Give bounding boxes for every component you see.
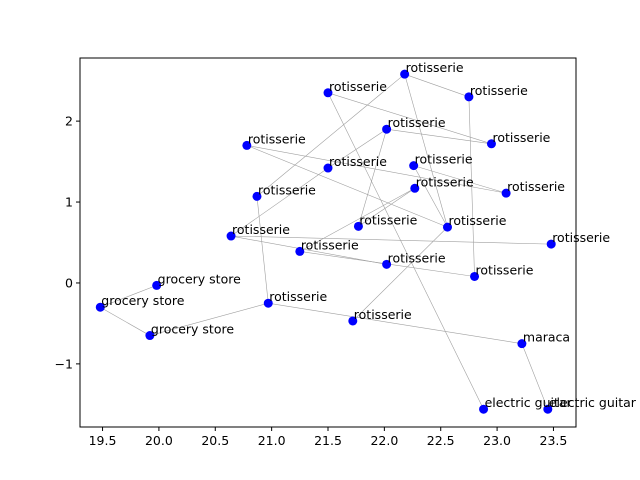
graph-edge <box>413 165 507 194</box>
point-label: rotisserie <box>552 230 610 245</box>
data-point <box>501 188 511 198</box>
data-point <box>295 246 305 256</box>
data-point <box>252 191 262 201</box>
graph-edge <box>246 145 448 228</box>
y-tick-label: 0 <box>65 275 73 290</box>
graph-edge <box>358 129 387 227</box>
graph-edge <box>327 128 387 169</box>
data-point <box>382 124 392 134</box>
data-point <box>464 92 474 102</box>
graph-edge <box>231 235 552 245</box>
data-point <box>543 404 553 414</box>
data-point <box>145 331 155 341</box>
point-label: rotisserie <box>248 131 306 146</box>
data-point <box>348 316 358 326</box>
point-label: rotisserie <box>492 130 550 145</box>
graph-edge <box>413 165 448 228</box>
graph-edge <box>268 302 522 344</box>
point-label: rotisserie <box>388 250 446 265</box>
data-point <box>479 404 489 414</box>
data-point <box>152 280 162 290</box>
x-tick-label: 22.5 <box>427 433 455 448</box>
point-label: grocery store <box>158 271 241 286</box>
points-layer <box>95 69 556 414</box>
point-label: rotisserie <box>354 307 412 322</box>
graph-edge <box>231 235 387 265</box>
x-tick-label: 23.5 <box>540 433 568 448</box>
point-label: grocery store <box>151 322 234 337</box>
graph-edge <box>327 92 492 145</box>
data-point <box>410 183 420 193</box>
axes-layer: 19.5 20.0 20.5 21.0 21.5 22.0 22.5 23.0 23.5 −1 0 1… <box>55 57 577 448</box>
data-point <box>382 259 392 269</box>
point-label: grocery store <box>101 293 184 308</box>
point-label: rotisserie <box>388 115 446 130</box>
point-label: rotisserie <box>269 289 327 304</box>
graph-edge <box>358 188 415 227</box>
graph-edge <box>352 226 448 322</box>
point-label: rotisserie <box>476 262 534 277</box>
point-label: rotisserie <box>301 237 359 252</box>
graph-edge <box>256 73 405 197</box>
x-tick-label: 23.0 <box>483 433 511 448</box>
data-point <box>263 298 273 308</box>
x-tick-label: 19.5 <box>89 433 117 448</box>
data-point <box>486 139 496 149</box>
data-point <box>470 271 480 281</box>
x-tick-label: 20.0 <box>145 433 173 448</box>
point-label: electric guitar <box>549 395 637 410</box>
graph-edge <box>521 343 549 410</box>
edges-layer <box>100 73 552 410</box>
graph-edge <box>404 74 448 228</box>
point-label: rotisserie <box>232 222 290 237</box>
graph-edge <box>230 167 329 237</box>
graph-edge <box>100 306 151 336</box>
point-label: rotisserie <box>329 79 387 94</box>
data-point <box>242 140 252 150</box>
x-tick-label: 22.0 <box>370 433 398 448</box>
y-tick-label: −1 <box>55 356 73 371</box>
x-tick-label: 21.0 <box>258 433 286 448</box>
data-point <box>400 69 410 79</box>
y-tick-label: 1 <box>65 195 73 210</box>
data-point <box>95 302 105 312</box>
x-tick-label: 21.5 <box>314 433 342 448</box>
point-label: rotisserie <box>470 83 528 98</box>
point-label: rotisserie <box>359 212 417 227</box>
graph-edge <box>149 302 269 336</box>
graph-edge <box>327 92 484 410</box>
point-label: rotisserie <box>329 154 387 169</box>
x-tick-label: 20.5 <box>201 433 229 448</box>
point-label: rotisserie <box>258 182 316 197</box>
graph-edge <box>246 145 507 194</box>
point-label: rotisserie <box>507 179 565 194</box>
data-point <box>323 163 333 173</box>
point-label: maraca <box>523 330 570 345</box>
data-point <box>226 231 236 241</box>
point-label: rotisserie <box>416 174 474 189</box>
graph-edge <box>256 196 269 304</box>
data-point <box>442 222 452 232</box>
data-point <box>353 221 363 231</box>
data-point <box>546 239 556 249</box>
graph-edge <box>404 73 470 98</box>
point-label: rotisserie <box>415 152 473 167</box>
data-point <box>323 88 333 98</box>
point-label: electric guitar <box>485 395 573 410</box>
y-tick-label: 2 <box>65 114 73 129</box>
point-label: rotisserie <box>406 60 464 75</box>
graph-edge <box>299 188 415 252</box>
data-point <box>517 339 527 349</box>
point-label: rotisserie <box>448 213 506 228</box>
graph-edge <box>100 285 157 308</box>
data-point <box>409 161 419 171</box>
graph-edge <box>386 128 492 145</box>
